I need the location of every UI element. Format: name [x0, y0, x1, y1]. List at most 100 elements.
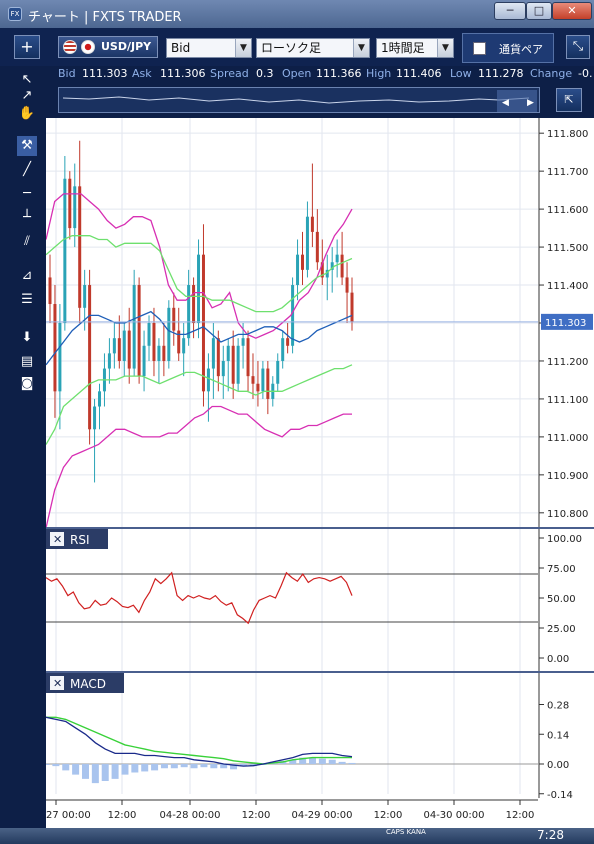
- candle-body: [266, 368, 270, 399]
- macd-histogram-bar: [170, 764, 178, 769]
- candle-body: [152, 323, 156, 361]
- macd-histogram-bar: [309, 757, 317, 764]
- list-icon[interactable]: ▤: [20, 354, 34, 369]
- candle-body: [261, 368, 265, 392]
- horizontal-line-icon[interactable]: ─: [23, 186, 31, 201]
- candle-body: [93, 406, 97, 430]
- candle-body: [325, 269, 329, 278]
- time-tick-label: 04-30 00:00: [423, 810, 484, 821]
- macd-histogram-bar: [46, 764, 50, 765]
- window-title: チャート | FXTS TRADER: [28, 10, 182, 25]
- symbol-label: USD/JPY: [101, 40, 152, 53]
- chart-canvas[interactable]: 111.800 111.700 111.600 111.500 111.400 111.3…: [46, 118, 594, 834]
- macd-line: [46, 716, 353, 767]
- symbol-selector[interactable]: USD/JPY: [58, 36, 158, 58]
- brush-icon[interactable]: ⚒: [17, 136, 37, 156]
- macd-histogram-bar: [318, 758, 326, 764]
- download-icon[interactable]: ⬇: [21, 330, 33, 345]
- time-tick-label: 12:00: [242, 810, 271, 821]
- macd-histogram-bar: [239, 764, 247, 767]
- rsi-tick-label: 50.00: [547, 594, 576, 605]
- candle-body: [112, 338, 116, 354]
- price-tick-label: 110.900: [547, 471, 588, 482]
- candle-body: [236, 345, 240, 384]
- candle-body: [187, 285, 191, 339]
- candle-body: [83, 285, 87, 308]
- open-value: 111.366: [316, 67, 362, 80]
- crosshair-pointer-icon[interactable]: ↗: [21, 88, 33, 103]
- macd-histogram-bar: [230, 764, 238, 770]
- caps-indicator: CAPS KANA: [386, 828, 426, 836]
- open-label: Open: [282, 67, 312, 80]
- macd-histogram-bar: [121, 764, 129, 775]
- candle-body: [48, 277, 52, 305]
- macd-histogram-bar: [160, 764, 168, 769]
- rsi-tick-label: 100.00: [547, 534, 582, 545]
- navigator-window[interactable]: [497, 90, 537, 112]
- candle-body: [281, 338, 285, 361]
- candle-body: [122, 330, 126, 361]
- camera-icon[interactable]: ◙: [20, 376, 34, 391]
- ask-label: Ask: [132, 67, 152, 80]
- vertical-line-icon[interactable]: ┴: [23, 210, 31, 225]
- fan-icon[interactable]: ⊿: [21, 268, 33, 283]
- price-tick-label: 111.400: [547, 281, 588, 292]
- pointer-icon[interactable]: ↖: [21, 72, 33, 87]
- macd-histogram-bar: [190, 764, 198, 769]
- chevron-right-icon[interactable]: ▶: [527, 98, 534, 108]
- high-value: 111.406: [396, 67, 442, 80]
- price-tick-label: 111.200: [547, 357, 588, 368]
- timeframe-select[interactable]: 1時間足 ▼: [376, 38, 454, 58]
- close-button[interactable]: ✕: [552, 2, 592, 20]
- price-tick-label: 111.800: [547, 129, 588, 140]
- close-macd-icon[interactable]: [50, 676, 64, 690]
- currency-pair-checkbox[interactable]: [473, 42, 486, 55]
- candle-body: [276, 360, 280, 384]
- fibonacci-icon[interactable]: ☰: [21, 292, 33, 307]
- jump-latest-icon[interactable]: ⇱: [556, 88, 582, 112]
- currency-pair-tab[interactable]: 通貨ペア: [462, 33, 554, 63]
- spread-label: Spread: [210, 67, 249, 80]
- macd-histogram-bar: [180, 764, 188, 768]
- candle-body: [296, 254, 300, 286]
- candle-body: [305, 216, 309, 270]
- quote-bar: Bid 111.303 Ask 111.306 Spread 0.3 Open …: [46, 66, 594, 82]
- drawing-toolbar: ↖ ↗ ✋ ⚒ ╱ ─ ┴ ⫽ ⊿ ☰ ⬇ ▤ ◙: [14, 66, 40, 396]
- chart-type-select[interactable]: ローソク足 ▼: [256, 38, 370, 58]
- candle-body: [117, 338, 121, 361]
- close-rsi-icon[interactable]: [50, 532, 64, 546]
- jp-flag-icon: [81, 40, 95, 54]
- high-label: High: [366, 67, 392, 80]
- price-tick-label: 110.800: [547, 509, 588, 520]
- macd-histogram-bar: [111, 764, 119, 779]
- candle-body: [137, 285, 141, 377]
- price-type-select[interactable]: Bid ▼: [166, 38, 252, 58]
- candle-body: [132, 285, 136, 369]
- time-tick-label: 12:00: [108, 810, 137, 821]
- maximize-button[interactable]: □: [526, 2, 552, 20]
- close-rsi-glyph: ✕: [53, 533, 62, 546]
- title-bar[interactable]: FX チャート | FXTS TRADER ─ □ ✕: [0, 0, 594, 28]
- candle-body: [221, 360, 225, 377]
- current-price-label: 111.303: [545, 318, 586, 329]
- candle-body: [320, 262, 324, 278]
- candle-body: [216, 338, 220, 377]
- chart-area[interactable]: 111.800 111.700 111.600 111.500 111.400 111.3…: [46, 118, 594, 834]
- bid-label: Bid: [58, 67, 76, 80]
- time-tick-label: 12:00: [506, 810, 535, 821]
- expand-icon[interactable]: ⤡: [566, 35, 590, 59]
- chevron-left-icon[interactable]: ◀: [502, 98, 509, 108]
- price-tick-label: 111.500: [547, 243, 588, 254]
- add-chart-button[interactable]: +: [14, 35, 40, 59]
- trendline-icon[interactable]: ╱: [23, 162, 31, 177]
- time-tick-label: 04-29 00:00: [291, 810, 352, 821]
- candle-body: [340, 254, 344, 278]
- chart-navigator[interactable]: ◀ ▶: [58, 87, 540, 113]
- channel-icon[interactable]: ⫽: [24, 234, 30, 249]
- candle-body: [241, 338, 245, 346]
- hand-icon[interactable]: ✋: [18, 106, 36, 121]
- candle-body: [350, 292, 354, 322]
- minimize-button[interactable]: ─: [494, 2, 526, 20]
- time-tick-label: 27 00:00: [46, 810, 91, 821]
- candle-body: [330, 262, 334, 270]
